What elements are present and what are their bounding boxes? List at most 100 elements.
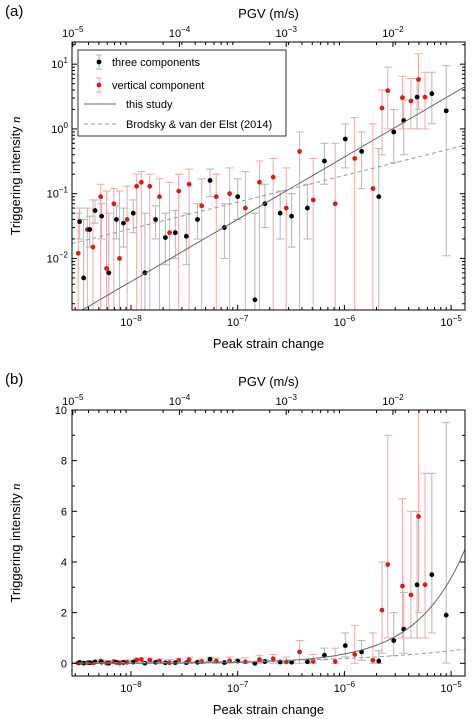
panel-a-point-three-components	[207, 178, 213, 183]
panel-b-top-tick-label: 10−5	[62, 393, 84, 408]
panel-a-y-tick-label-exponent: −1	[59, 186, 69, 195]
panel-a-point-three-components	[114, 217, 119, 222]
legend-entry-1-label: vertical component	[112, 80, 204, 92]
panel-a-y-axis-label-symbol: n	[8, 116, 23, 126]
panel-a-point-three-components	[414, 94, 420, 100]
panel-b-point-three-components	[443, 612, 449, 618]
panel-a-point-three-components	[359, 148, 365, 154]
panel-a-x-tick-label-exponent: −5	[453, 314, 463, 323]
panel-b-y-tick-label: 10	[55, 405, 67, 417]
panel-b-x-tick-label-base: 10	[227, 683, 239, 695]
panel-b-y-tick-label: 0	[61, 658, 67, 670]
panel-b-point-vertical-component	[422, 582, 428, 588]
panel-a-point-vertical-component	[134, 183, 140, 189]
panel-b-point-vertical-component	[379, 607, 385, 613]
panel-a-point-three-components	[130, 210, 136, 216]
panel-a-point-vertical-component	[199, 203, 205, 209]
panel-a-y-axis-label-text: Triggering intensity	[8, 126, 23, 236]
panel-b-top-tick-label-exponent: −4	[181, 393, 191, 402]
panel-a-point-three-components	[87, 227, 93, 232]
panel-b-x-tick-label-base: 10	[440, 683, 452, 695]
panel-a-point-vertical-component	[124, 217, 130, 222]
panel-a-y-tick-label-exponent: 0	[64, 121, 69, 130]
panel-a-point-vertical-component	[213, 194, 219, 200]
panel-a-y-tick-label-exponent: −2	[59, 250, 69, 259]
panel-b-x-tick-label: 10−7	[227, 680, 249, 695]
panel-a-point-vertical-component	[257, 179, 262, 185]
panel-b-frame	[71, 409, 466, 677]
panel-b-point-vertical-component	[370, 657, 376, 663]
legend-entry-2-label: this study	[126, 99, 173, 111]
panel-b-top-tick-label: 10−3	[276, 393, 298, 408]
panel-a-x-tick-label-base: 10	[227, 317, 239, 329]
panel-a-y-tick-label-base: 10	[51, 124, 63, 136]
panel-a-point-three-components	[376, 194, 382, 200]
legend-entry-0-label: three components	[112, 57, 201, 69]
panel-b-point-three-components	[289, 659, 294, 665]
panel-b-point-three-components	[304, 659, 310, 665]
panel-a-point-three-components	[195, 217, 200, 222]
panel-a-y-tick-label-exponent: 1	[64, 56, 69, 65]
panel-a-point-vertical-component	[379, 105, 385, 111]
panel-b-point-vertical-component	[138, 657, 144, 662]
panel-b-y-axis-label-text: Triggering intensity	[8, 493, 23, 603]
panel-b-label: (b)	[5, 371, 23, 388]
panel-b-point-vertical-component	[147, 657, 153, 663]
panel-b-point-three-components	[376, 658, 382, 664]
panel-a-x-tick-label-base: 10	[440, 317, 452, 329]
panel-b-point-three-components	[391, 638, 397, 643]
panel-b-point-three-components	[99, 659, 104, 665]
panel-a-point-vertical-component	[297, 148, 302, 154]
panel-a-fit-line-this-study	[72, 86, 465, 310]
panel-a-point-three-components	[183, 233, 189, 239]
panel-a-y-tick-label: 10−1	[47, 186, 69, 201]
panel-b-x-axis-label: Peak strain change	[213, 702, 324, 717]
panel-a-y-tick-label: 101	[51, 56, 68, 71]
panel-a-point-vertical-component	[422, 94, 428, 100]
panel-a-point-three-components	[99, 213, 104, 219]
panel-b-top-tick-label-base: 10	[62, 396, 74, 408]
panel-b-x-tick-label: 10−5	[440, 680, 462, 695]
panel-a-point-three-components	[162, 235, 168, 240]
panel-a-point-vertical-component	[400, 95, 405, 100]
panel-a-point-vertical-component	[352, 156, 358, 161]
panel-b-top-tick-label-base: 10	[169, 396, 181, 408]
panel-a-top-tick-label-base: 10	[276, 28, 288, 40]
panel-b-point-vertical-component	[352, 652, 358, 657]
panel-a-point-vertical-component	[270, 174, 276, 180]
panel-b-top-tick-label: 10−4	[169, 393, 191, 408]
panel-a-y-tick-label: 100	[51, 121, 68, 136]
panel-b-point-vertical-component	[270, 656, 276, 662]
panel-a-frame	[71, 41, 466, 311]
panel-a-point-vertical-component	[147, 183, 153, 189]
panel-a-point-vertical-component	[98, 194, 104, 200]
panel-b-top-tick-label-exponent: −3	[288, 393, 298, 402]
panel-a-x-tick-label: 10−6	[334, 314, 356, 329]
panel-a-point-three-components	[172, 230, 178, 236]
panel-b-x-tick-label-base: 10	[334, 683, 346, 695]
panel-a-top-tick-label-exponent: −3	[288, 25, 298, 34]
panel-a-point-vertical-component	[104, 266, 109, 271]
panel-a-top-tick-label: 10−4	[169, 25, 191, 40]
panel-b-x-tick-label-exponent: −6	[346, 680, 356, 689]
panel-b-point-vertical-component	[385, 562, 391, 567]
panel-a-top-tick-label-base: 10	[169, 28, 181, 40]
panel-b-point-vertical-component	[408, 592, 414, 598]
panel-a-point-vertical-component	[167, 230, 172, 236]
panel-a-x-tick-label: 10−7	[227, 314, 249, 329]
panel-a-point-three-components	[304, 205, 310, 211]
panel-a-point-three-components	[235, 194, 241, 200]
panel-b-y-axis-label: Triggering intensity n	[8, 483, 23, 602]
panel-a-y-axis-label: Triggering intensity n	[8, 116, 23, 235]
panel-a-point-three-components	[252, 297, 258, 303]
panel-b-point-vertical-component	[332, 659, 338, 664]
panel-b-point-vertical-component	[400, 583, 405, 589]
panel-b-top-tick-label: 10−2	[382, 393, 404, 408]
panel-a-point-vertical-component	[90, 244, 96, 250]
panel-a-point-vertical-component	[416, 77, 421, 82]
panel-a-x-tick-label: 10−5	[440, 314, 462, 329]
panel-b-x-tick-label: 10−6	[334, 680, 356, 695]
panel-a-point-vertical-component	[138, 179, 144, 185]
panel-a-plot-area	[72, 53, 465, 310]
